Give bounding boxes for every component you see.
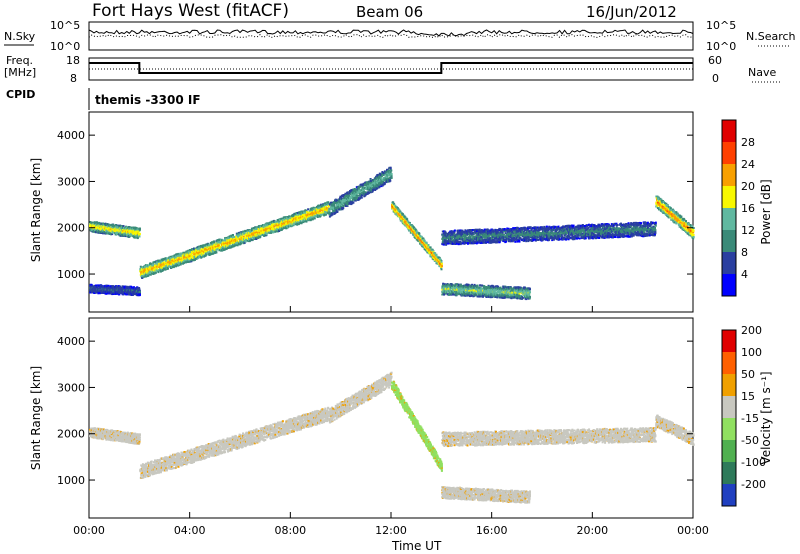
echo-pixel [477,285,479,287]
echo-pixel [361,197,363,199]
echo-pixel [139,235,141,237]
echo-pixel [337,211,339,213]
echo-pixel [245,230,247,232]
echo-pixel [352,202,354,204]
nsearch-trace [89,35,693,38]
cpid-label: CPID [6,88,35,101]
nsky-label: N.Sky [4,30,36,43]
beam-label: Beam 06 [356,3,423,21]
freq-trace [89,63,693,73]
echo-pixel [213,240,215,242]
nave-tick-bottom: 0 [712,72,719,85]
date-label: 16/Jun/2012 [586,3,677,21]
echo-pixel [406,218,408,220]
echo-pixel [259,236,261,238]
echo-pixel [157,271,159,273]
nave-tick-top: 60 [708,54,722,67]
power-panel-frame [89,112,693,312]
nsearch-label: N.Search [746,30,796,43]
echo-pixel [378,186,380,188]
noise-tick-right-top: 10^5 [706,19,736,32]
noise-traces [89,30,693,38]
echo-pixel [436,254,438,256]
echo-pixel [391,177,393,179]
noise-panel-frame [89,22,693,50]
echo-pixel [342,207,344,209]
echo-pixel [245,241,247,243]
echo-pixel [430,246,432,248]
nave-label: Nave [748,66,776,79]
echo-pixel [418,233,420,235]
echo-pixel [140,266,142,268]
noise-tick-left-top: 10^5 [50,19,80,32]
echo-pixel [441,265,443,267]
echo-pixel [232,234,234,236]
echo-pixel [390,169,392,171]
echo-pixel [389,180,391,182]
echo-pixel [139,233,141,235]
echo-pixel [390,167,392,169]
freq-tick-top: 18 [66,54,80,67]
velocity-panel-frame [89,318,693,518]
echo-pixel [441,263,443,265]
echo-pixel [139,228,141,230]
station-title: Fort Hays West (fitACF) [92,1,289,21]
echo-pixel [314,217,316,219]
echo-pixel [327,201,329,203]
echo-pixel [251,229,253,231]
cpid-text: themis -3300 IF [95,93,201,107]
freq-tick-bottom: 8 [70,72,77,85]
noise-tick-left-bottom: 10^0 [50,40,80,53]
echo-pixel [155,272,157,274]
echo-pixel [428,244,430,246]
echo-pixel [215,252,217,254]
freq-unit-label: [MHz] [4,66,36,79]
echo-pixel [441,268,443,270]
echo-pixel [424,240,426,242]
noise-tick-right-bottom: 10^0 [706,40,736,53]
